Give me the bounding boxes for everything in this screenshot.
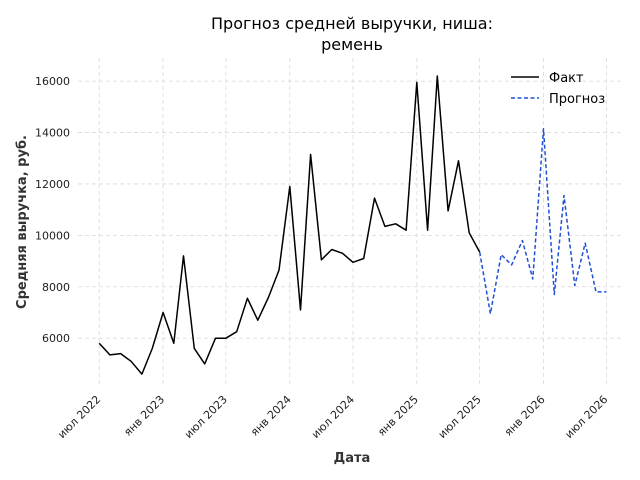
x-tick-label: июл 2025 [436, 393, 484, 441]
legend-label: Прогноз [549, 92, 605, 107]
series-line-forecast [478, 127, 607, 315]
legend: Факт Прогноз [511, 71, 605, 107]
x-axis-label: Дата [334, 451, 371, 466]
legend-label: Факт [549, 71, 584, 86]
x-tick-label: июл 2024 [309, 393, 357, 441]
chart-title: Прогноз средней выручки, ниша: ремень [211, 14, 493, 54]
x-tick-label: июл 2026 [562, 393, 610, 441]
chart-title-line: Прогноз средней выручки, ниша: [211, 14, 493, 33]
y-tick-label: 14000 [35, 127, 70, 140]
x-tick-label: янв 2024 [248, 393, 294, 439]
grid-layer [78, 58, 622, 387]
y-tick-label: 16000 [35, 75, 70, 88]
y-axis-label: Средняя выручка, руб. [15, 135, 30, 309]
y-tick-label: 10000 [35, 229, 70, 242]
x-tick-label: янв 2026 [502, 393, 548, 439]
x-tick-label: янв 2023 [121, 393, 167, 439]
y-tick-label: 12000 [35, 178, 70, 191]
y-tick-label: 6000 [42, 332, 70, 345]
series-layer [98, 75, 607, 375]
x-tick-label: июл 2022 [55, 393, 103, 441]
y-tick-label: 8000 [42, 281, 70, 294]
chart-title-line: ремень [321, 35, 383, 54]
x-tick-label: июл 2023 [182, 393, 230, 441]
series-line-fact [98, 75, 481, 375]
x-tick-label: янв 2025 [375, 393, 421, 439]
